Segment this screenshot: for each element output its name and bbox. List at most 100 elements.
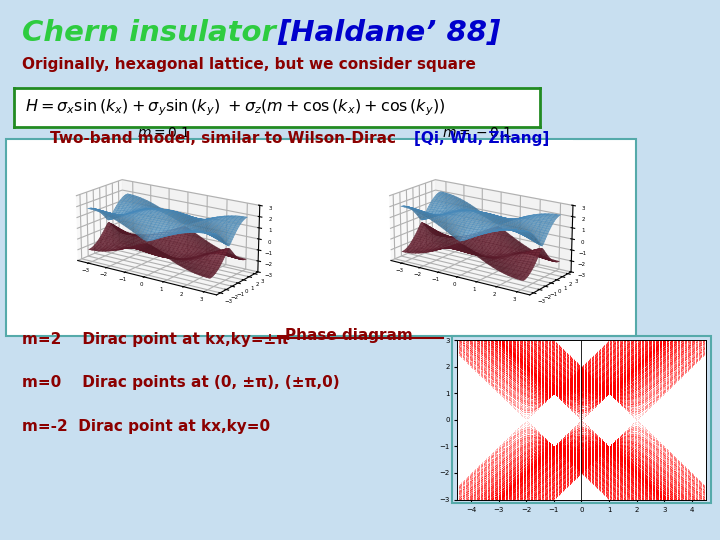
Point: [668, 329, 680, 338]
Point: [492, 478, 503, 487]
Point: [636, 342, 647, 351]
Point: [647, 502, 659, 510]
Point: [631, 377, 642, 386]
Point: [546, 370, 557, 379]
Point: [501, 309, 513, 318]
Point: [690, 517, 702, 526]
Point: [521, 498, 532, 507]
Point: [537, 457, 549, 466]
Point: [619, 362, 631, 371]
Point: [655, 496, 667, 505]
Point: [592, 454, 603, 463]
Point: [558, 463, 570, 471]
Point: [475, 315, 487, 324]
Point: [503, 474, 514, 483]
Point: [514, 482, 526, 490]
Point: [519, 361, 531, 369]
Point: [673, 272, 685, 281]
Point: [577, 450, 589, 459]
Point: [593, 447, 605, 455]
Point: [621, 474, 632, 483]
Point: [534, 381, 545, 390]
Point: [534, 331, 545, 340]
Point: [662, 323, 674, 332]
Point: [634, 311, 646, 320]
Point: [544, 442, 556, 451]
Point: [472, 510, 484, 519]
Point: [634, 484, 646, 493]
Point: [523, 368, 535, 376]
Point: [637, 515, 649, 524]
Point: [511, 469, 523, 477]
Point: [607, 380, 618, 389]
Point: [657, 530, 668, 538]
Point: [501, 529, 513, 537]
Point: [679, 316, 690, 325]
Point: [685, 307, 696, 316]
Point: [661, 497, 672, 505]
Point: [518, 471, 530, 480]
Point: [483, 278, 495, 287]
Point: [577, 381, 589, 389]
Point: [478, 517, 490, 526]
Point: [460, 333, 472, 342]
Point: [601, 472, 613, 481]
Point: [689, 275, 701, 284]
Point: [500, 301, 511, 310]
Point: [553, 454, 564, 462]
Point: [680, 317, 692, 326]
Point: [461, 256, 472, 265]
Point: [574, 421, 585, 430]
Point: [700, 528, 711, 536]
Point: [660, 324, 671, 333]
Point: [540, 459, 552, 468]
Point: [501, 488, 513, 497]
Point: [564, 354, 575, 362]
Point: [511, 518, 523, 527]
Point: [478, 306, 490, 315]
Point: [610, 353, 621, 361]
Point: [531, 397, 542, 406]
Point: [550, 359, 562, 367]
Point: [644, 363, 656, 372]
Point: [662, 284, 674, 293]
Point: [549, 388, 560, 396]
Point: [465, 522, 477, 530]
Point: [611, 381, 623, 389]
Point: [567, 379, 578, 388]
Point: [628, 321, 639, 330]
Point: [469, 511, 481, 520]
Point: [532, 386, 544, 394]
Point: [632, 389, 644, 397]
Point: [525, 452, 536, 461]
Point: [482, 505, 493, 514]
Point: [511, 339, 523, 347]
Point: [559, 396, 571, 405]
Point: [632, 390, 644, 399]
Point: [547, 469, 559, 477]
Point: [503, 347, 514, 355]
Point: [552, 392, 563, 400]
Point: [628, 335, 639, 343]
Point: [525, 328, 536, 336]
Point: [490, 338, 502, 347]
Point: [540, 450, 552, 458]
Point: [546, 356, 557, 365]
Point: [673, 301, 685, 310]
Point: [557, 393, 568, 401]
Point: [544, 458, 556, 467]
Point: [460, 346, 472, 355]
Point: [467, 510, 478, 518]
Point: [675, 371, 686, 380]
Point: [503, 522, 514, 530]
Point: [622, 498, 634, 507]
Point: [485, 501, 496, 510]
Point: [559, 451, 571, 460]
Point: [451, 292, 463, 300]
Point: [468, 318, 480, 326]
Point: [456, 512, 467, 521]
Point: [608, 392, 620, 400]
Point: [567, 451, 578, 460]
Point: [606, 371, 617, 380]
Point: [456, 300, 467, 309]
